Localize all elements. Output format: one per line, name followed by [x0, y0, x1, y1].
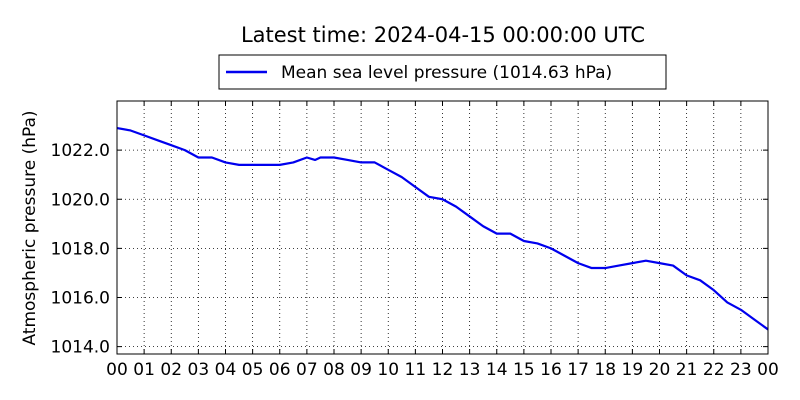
- x-tick-label: 14: [486, 360, 508, 380]
- series-layer: [116, 126, 769, 331]
- y-tick-label: 1018.0: [51, 239, 110, 259]
- x-tick-label: 03: [188, 360, 210, 380]
- grid-lines: [117, 101, 768, 354]
- plot-frame: [116, 100, 769, 355]
- y-tick-label: 1014.0: [51, 338, 110, 358]
- x-tick-label: 06: [269, 360, 291, 380]
- x-tick-label: 12: [432, 360, 454, 380]
- x-tick-label: 08: [323, 360, 345, 380]
- x-tick-label: 02: [160, 360, 182, 380]
- legend: Mean sea level pressure (1014.63 hPa): [218, 54, 667, 90]
- y-tick-label: 1022.0: [51, 141, 110, 161]
- x-tick-label: 13: [459, 360, 481, 380]
- x-tick-label: 00: [757, 360, 779, 380]
- legend-label: Mean sea level pressure (1014.63 hPa): [281, 63, 612, 83]
- legend-box: [218, 54, 667, 90]
- x-tick-label: 15: [513, 360, 535, 380]
- y-axis-label: Atmospheric pressure (hPa): [20, 110, 40, 345]
- ticks: [116, 101, 769, 354]
- x-tick-label: 11: [405, 360, 427, 380]
- y-tick-label: 1016.0: [51, 289, 110, 309]
- chart-title: Latest time: 2024-04-15 00:00:00 UTC: [241, 23, 645, 47]
- x-tick-label: 07: [296, 360, 318, 380]
- x-tick-label: 04: [215, 360, 237, 380]
- x-tick-label: 19: [622, 360, 644, 380]
- y-tick-labels: 1014.0 1016.0 1018.0 1020.0 1022.0: [51, 141, 110, 358]
- x-tick-label: 05: [242, 360, 264, 380]
- x-tick-label: 18: [594, 360, 616, 380]
- x-tick-label: 10: [377, 360, 399, 380]
- x-tick-label: 01: [133, 360, 155, 380]
- series-line-pressure: [116, 126, 769, 331]
- x-tick-label: 20: [649, 360, 671, 380]
- x-tick-label: 00: [106, 360, 128, 380]
- x-tick-label: 22: [703, 360, 725, 380]
- x-tick-label: 09: [350, 360, 372, 380]
- x-tick-label: 21: [676, 360, 698, 380]
- x-tick-label: 17: [567, 360, 589, 380]
- x-tick-labels: 00 01 02 03 04 05 06 07 08 09 10 11 12 13 14 15 16 17 18 19…: [106, 360, 779, 380]
- x-tick-label: 23: [730, 360, 752, 380]
- y-tick-label: 1020.0: [51, 190, 110, 210]
- x-tick-label: 16: [540, 360, 562, 380]
